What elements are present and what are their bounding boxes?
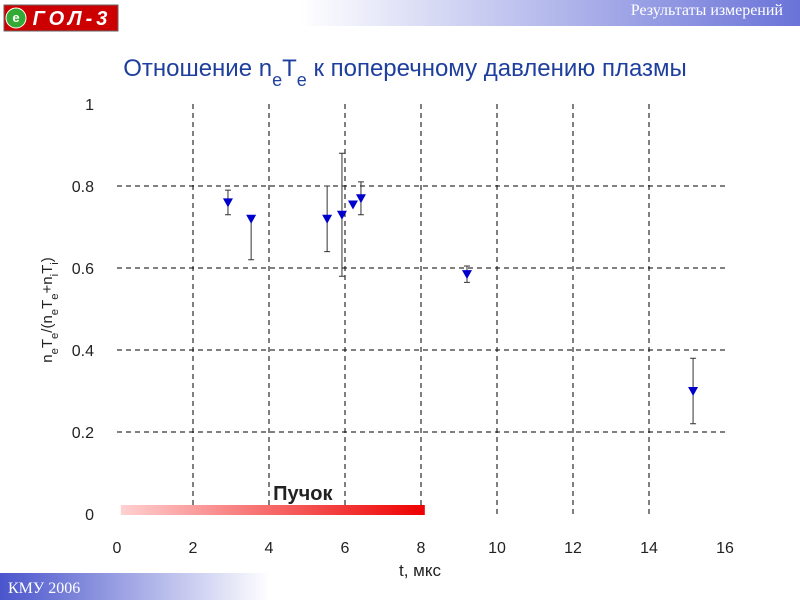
error-bar <box>248 218 255 261</box>
chart-title: Отношение neTe к поперечному давлению пл… <box>123 55 687 90</box>
logo-text: ГОЛ-3 <box>33 8 112 30</box>
chart-title-sub: e <box>297 70 307 90</box>
y-axis-label-part: /(n <box>39 315 56 333</box>
x-tick-label: 4 <box>265 540 274 557</box>
footer-band <box>0 573 270 600</box>
y-axis-label-part: n <box>39 354 56 362</box>
x-tick-label: 6 <box>341 540 350 557</box>
plot: Отношение neTe к поперечному давлению пл… <box>39 55 734 580</box>
chart-title-sub: e <box>272 70 282 90</box>
y-axis-label-part: +n <box>39 276 56 293</box>
y-tick-label: 0.6 <box>72 261 94 278</box>
y-tick-label: 0 <box>85 507 94 524</box>
chart-title-part: T <box>282 55 297 82</box>
x-tick-label: 10 <box>488 540 506 557</box>
beam-bar <box>120 505 425 515</box>
y-axis-label-part: T <box>39 300 56 309</box>
y-tick-label: 0.4 <box>72 343 94 360</box>
marker <box>461 270 472 280</box>
marker <box>222 198 233 208</box>
y-axis-label-sub: e <box>49 333 61 339</box>
y-tick-label: 0.2 <box>72 425 94 442</box>
marker <box>336 210 347 220</box>
y-tick-label: 0.8 <box>72 179 94 196</box>
marker <box>688 387 699 396</box>
x-tick-label: 0 <box>113 540 122 557</box>
chart-title-part: Отношение n <box>123 55 272 82</box>
y-tick-label: 1 <box>85 97 94 114</box>
logo-circle <box>5 7 27 29</box>
marker <box>355 194 366 204</box>
marker <box>246 214 257 224</box>
x-tick-label: 12 <box>564 540 582 557</box>
y-axis-label-sub: i <box>49 262 61 265</box>
y-axis-label-part: T <box>39 265 56 274</box>
annotation: Пучок <box>273 483 333 505</box>
y-axis-label-sub: i <box>49 274 61 277</box>
x-tick-label: 14 <box>640 540 658 557</box>
y-axis-label-sub: e <box>49 294 61 300</box>
marker <box>347 200 358 210</box>
marker <box>322 214 333 224</box>
footer-text: КМУ 2006 <box>8 580 80 597</box>
y-axis-label-part: T <box>39 339 56 348</box>
x-tick-label: 8 <box>417 540 426 557</box>
header-band <box>300 0 800 26</box>
y-axis-label-sub: e <box>49 348 61 354</box>
y-axis-label-part: ) <box>39 257 56 262</box>
y-axis-label-sub: e <box>49 309 61 315</box>
x-tick-label: 16 <box>716 540 734 557</box>
logo-letter: e <box>12 10 19 25</box>
x-axis-label: t, мкс <box>399 561 441 580</box>
x-tick-label: 2 <box>189 540 198 557</box>
section-title: Результаты измерений <box>631 2 784 19</box>
y-axis-label: neTe/(neTe+niTi) <box>39 257 61 363</box>
chart-title-part: к поперечному давлению плазмы <box>307 55 687 82</box>
